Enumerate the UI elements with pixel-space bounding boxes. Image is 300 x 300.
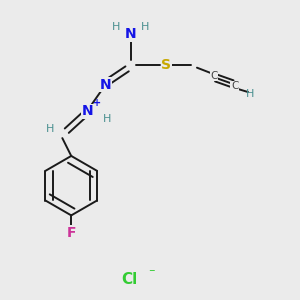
Text: ⁻: ⁻ (148, 267, 155, 280)
Text: Cl: Cl (121, 272, 137, 287)
Text: N: N (100, 78, 111, 92)
Text: C: C (210, 71, 218, 81)
Text: S: S (161, 58, 171, 72)
Text: H: H (103, 114, 111, 124)
Text: +: + (93, 98, 101, 108)
Text: C: C (231, 81, 238, 91)
Text: H: H (140, 22, 149, 32)
Text: H: H (46, 124, 55, 134)
Text: N: N (125, 27, 136, 41)
Text: N: N (82, 104, 93, 118)
Text: H: H (112, 22, 120, 32)
Text: H: H (245, 88, 254, 98)
Text: F: F (67, 226, 76, 240)
